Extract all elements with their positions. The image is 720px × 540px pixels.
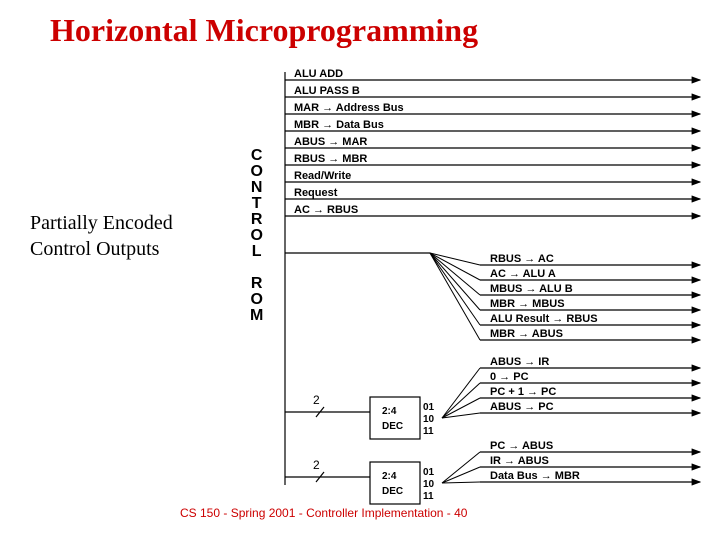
svg-text:PC → ABUS: PC → ABUS [490,440,553,452]
svg-text:0 → PC: 0 → PC [490,371,529,383]
svg-text:ABUS → PC: ABUS → PC [490,401,554,413]
svg-text:2:4: 2:4 [382,471,397,482]
svg-text:MBR → MBUS: MBR → MBUS [490,298,565,310]
svg-text:ALU ADD: ALU ADD [294,68,343,80]
svg-text:RBUS → MBR: RBUS → MBR [294,153,367,165]
diagram: ALU ADD ALU PASS B MAR → Address Bus MBR → … [0,0,720,540]
svg-text:11: 11 [423,426,434,437]
svg-text:10: 10 [423,479,435,490]
svg-text:2: 2 [313,458,320,472]
svg-text:11: 11 [423,491,434,502]
svg-text:Request: Request [294,187,338,199]
svg-text:AC → ALU A: AC → ALU A [490,268,556,280]
svg-text:AC → RBUS: AC → RBUS [294,204,358,216]
svg-text:ALU PASS B: ALU PASS B [294,85,360,97]
svg-text:ABUS → IR: ABUS → IR [490,356,549,368]
svg-text:01: 01 [423,402,435,413]
svg-text:PC + 1 → PC: PC + 1 → PC [490,386,556,398]
svg-text:ALU Result → RBUS: ALU Result → RBUS [490,313,598,325]
svg-text:10: 10 [423,414,435,425]
svg-text:Data Bus → MBR: Data Bus → MBR [490,470,580,482]
svg-text:RBUS → AC: RBUS → AC [490,253,554,265]
svg-text:DEC: DEC [382,486,403,497]
svg-text:Read/Write: Read/Write [294,170,351,182]
svg-text:01: 01 [423,467,435,478]
svg-text:DEC: DEC [382,421,403,432]
svg-text:IR → ABUS: IR → ABUS [490,455,549,467]
svg-text:MBUS → ALU B: MBUS → ALU B [490,283,573,295]
svg-text:MAR → Address Bus: MAR → Address Bus [294,102,404,114]
svg-text:2:4: 2:4 [382,406,397,417]
svg-text:MBR → ABUS: MBR → ABUS [490,328,563,340]
svg-text:2: 2 [313,393,320,407]
svg-text:ABUS → MAR: ABUS → MAR [294,136,367,148]
svg-text:MBR → Data Bus: MBR → Data Bus [294,119,384,131]
